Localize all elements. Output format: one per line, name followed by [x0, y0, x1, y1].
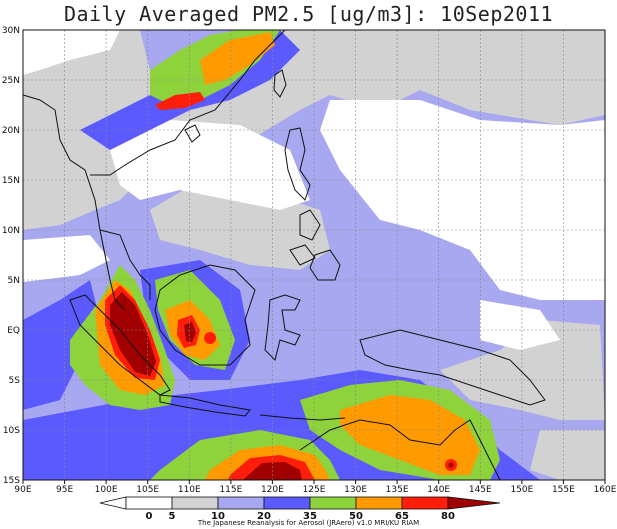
colorbar-bin-35-50 [309, 496, 357, 510]
coast-visayas [289, 209, 321, 266]
coastlines [23, 30, 546, 480]
coast-mindanao [309, 249, 341, 281]
lon-label: 120E [261, 485, 284, 495]
coast-new-guinea [359, 329, 546, 406]
colorbar-label: 65 [395, 511, 409, 522]
credit-line: The Japanese Reanalysis for Aerosol (JRA… [197, 519, 420, 527]
colorbar-label: 50 [349, 511, 363, 522]
gray-band-east [440, 320, 605, 420]
lon-label: 115E [219, 485, 242, 495]
white-patch-indochina [23, 235, 110, 282]
red-region-north [155, 92, 205, 110]
lat-label: 10S [3, 426, 20, 436]
orange-region-east [340, 395, 480, 475]
lat-label: 25N [2, 76, 20, 86]
colorbar-high-triangle [447, 496, 501, 510]
colorbar-bin-20-35 [263, 496, 311, 510]
colorbar-label: 20 [257, 511, 271, 522]
lat-label: 5N [8, 276, 20, 286]
colorbar-label: 0 [146, 511, 153, 522]
lat-label: 15N [2, 176, 20, 186]
coast-malay-peninsula [99, 229, 151, 300]
orange-region-north [200, 32, 275, 85]
lon-labels: 90E 95E 100E 105E 110E 115E 120E 125E 13… [14, 485, 616, 495]
lat-label: 30N [2, 26, 20, 36]
darkred-region-sumatra [110, 292, 156, 376]
darkred-spot-east [448, 462, 454, 468]
colorbar-low-triangle [99, 496, 127, 510]
colorbar-bin-0-5 [125, 496, 173, 510]
lat-label: 15S [3, 476, 20, 486]
coast-luzon [284, 127, 311, 201]
lon-label: 160E [594, 485, 617, 495]
colorbar-label: 35 [303, 511, 317, 522]
coast-asia-mainland [23, 30, 286, 311]
coast-lesser-sunda [259, 414, 346, 421]
lon-label: 150E [510, 485, 533, 495]
lon-label: 100E [95, 485, 118, 495]
white-patch-scs-north [110, 120, 310, 210]
axis-ticks [22, 480, 606, 484]
red-spot-borneo-east [204, 332, 216, 344]
lon-label: 140E [427, 485, 450, 495]
coast-hainan [184, 124, 201, 143]
coast-australia [299, 419, 501, 480]
colorbar-bin-10-20 [217, 496, 265, 510]
coast-java [159, 394, 251, 417]
lon-label: 90E [14, 485, 31, 495]
coast-borneo [154, 264, 256, 366]
lon-label: 135E [386, 485, 409, 495]
colorbar-label: 10 [211, 511, 225, 522]
lat-label: 20N [2, 126, 20, 136]
lon-label: 125E [303, 485, 326, 495]
colorbar-label: 5 [169, 511, 176, 522]
white-patch-china [23, 30, 120, 75]
colorbar-label: 80 [441, 511, 455, 522]
map-title: Daily Averaged PM2.5 [ug/m3]: 10Sep2011 [63, 2, 554, 26]
lon-label: 105E [136, 485, 159, 495]
lat-labels: 30N 25N 20N 15N 10N 5N EQ 5S 10S 15S [2, 26, 20, 486]
white-patch-pacific-se [480, 300, 560, 350]
coast-sumatra [69, 294, 171, 396]
lon-label: 130E [344, 485, 367, 495]
lat-label: 10N [2, 226, 20, 236]
lon-label: 95E [56, 485, 73, 495]
lon-label: 155E [552, 485, 575, 495]
colorbar-bin-5-10 [171, 496, 219, 510]
lon-label: 110E [178, 485, 201, 495]
colorbar: 0 5 10 20 35 50 65 80 [99, 496, 501, 522]
lon-label: 145E [469, 485, 492, 495]
lat-label: EQ [7, 326, 20, 336]
white-patch-pacific [320, 100, 605, 300]
coast-taiwan [273, 69, 287, 98]
coast-sulawesi [264, 294, 301, 361]
darkred-region-borneo [184, 322, 196, 342]
blue-band-sumatra [23, 280, 100, 410]
gray-band-south [530, 430, 605, 480]
lat-label: 5S [9, 376, 21, 386]
colorbar-bin-50-65 [355, 496, 403, 510]
colorbar-bin-65-80 [401, 496, 449, 510]
